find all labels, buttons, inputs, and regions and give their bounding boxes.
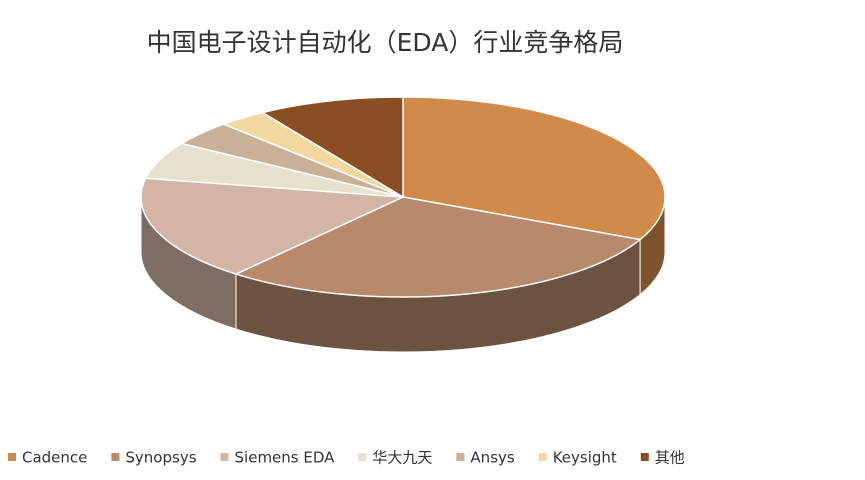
- legend-swatch: [640, 453, 649, 461]
- legend-swatch: [538, 453, 547, 461]
- legend-label: Siemens EDA: [235, 449, 336, 467]
- legend-swatch: [8, 453, 16, 461]
- legend-swatch: [358, 453, 367, 461]
- legend-label: Ansys: [470, 449, 514, 467]
- legend-label: Cadence: [22, 449, 87, 467]
- legend-label: 其他: [655, 449, 685, 467]
- legend-label: Keysight: [553, 449, 617, 467]
- legend-swatch: [456, 453, 465, 461]
- slice: [260, 96, 404, 199]
- legend-swatch: [111, 453, 120, 461]
- legend-label: Synopsys: [125, 449, 196, 467]
- slice: [402, 96, 666, 241]
- slice: [140, 177, 404, 275]
- legend-label: 华大九天: [372, 449, 432, 467]
- slice: [233, 196, 642, 298]
- legend-swatch: [220, 453, 229, 461]
- chart-title: 中国电子设计自动化（EDA）行业竞争格局: [147, 28, 624, 57]
